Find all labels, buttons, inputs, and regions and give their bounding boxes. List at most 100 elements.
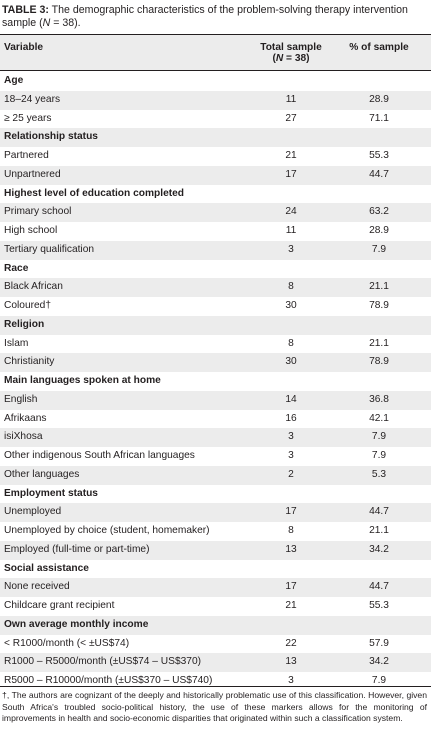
header-total-line1: Total sample [260,42,322,53]
table-row: Islam 8 21.1 [0,335,431,354]
cell-variable: Christianity [4,356,55,368]
caption-text-a: The demographic characteristics of the p… [2,4,408,29]
cell-total [248,260,334,279]
section-header-row: Main languages spoken at home [0,372,431,391]
cell-total: 3 [288,450,294,461]
cell-variable: isiXhosa [4,431,43,443]
cell-variable: Race [4,262,29,274]
cell-percent: 44.7 [369,506,389,518]
cell-total [248,560,334,579]
table-row: isiXhosa 3 7.9 [0,428,431,447]
section-header-row: Race [0,260,431,279]
cell-variable: Social assistance [4,562,89,574]
cell-percent: 7.9 [371,431,387,443]
cell-variable: Childcare grant recipient [4,600,115,611]
header-total-line2a: ( [272,53,276,64]
cell-variable: Unpartnered [4,168,61,180]
cell-total: 17 [285,168,297,180]
table-footnote: †, The authors are cognizant of the deep… [2,690,427,724]
cell-variable: Main languages spoken at home [4,375,161,386]
header-rule [0,70,431,71]
table-row: R5000 – R10000/month (±US$370 – US$740) 3… [0,672,431,691]
table-row: High school 11 28.9 [0,222,431,241]
cell-variable: None received [4,581,70,593]
cell-percent: 42.1 [369,412,389,424]
cell-percent: 71.1 [369,112,389,124]
cell-variable: Primary school [4,206,72,218]
cell-variable: Other languages [4,468,80,480]
table-caption: TABLE 3: The demographic characteristics… [2,4,427,29]
cell-variable: Tertiary qualification [4,243,95,255]
cell-percent: 44.7 [369,581,389,593]
cell-variable: Age [4,75,24,86]
cell-percent: 7.9 [371,243,387,255]
section-header-row: Age [0,72,431,91]
cell-percent: 5.3 [371,468,387,480]
cell-variable: Unemployed [4,506,62,518]
table-label: TABLE 3: [2,4,49,16]
cell-percent: 63.2 [369,206,389,218]
table-row: < R1000/month (< ±US$74) 22 57.9 [0,635,431,654]
cell-total: 24 [285,206,297,218]
cell-percent: 21.1 [369,337,389,349]
cell-percent: 78.9 [369,356,389,368]
table-row: Black African 8 21.1 [0,278,431,297]
table-row: Primary school 24 63.2 [0,203,431,222]
cell-variable: Employment status [4,487,98,499]
cell-variable: Other indigenous South African languages [4,450,195,461]
header-percent-sample: % of sample [349,42,409,53]
cell-percent: 7.9 [371,675,387,686]
section-header-row: Social assistance [0,560,431,579]
cell-percent [336,316,422,335]
cell-variable: 18–24 years [4,93,61,105]
cell-total [248,72,334,91]
cell-percent [336,372,422,391]
top-rule [0,34,431,35]
cell-total [248,316,334,335]
header-total-n: N [275,53,284,64]
cell-total: 13 [285,543,297,555]
cell-percent [336,616,422,635]
cell-total: 11 [285,93,297,105]
cell-total [248,128,334,147]
cell-total [248,372,334,391]
cell-total: 11 [285,225,297,236]
cell-total: 3 [288,675,294,686]
cell-variable: R5000 – R10000/month (±US$370 – US$740) [4,675,213,686]
table-row: Tertiary qualification 3 7.9 [0,240,431,260]
cell-percent: 28.9 [369,225,389,236]
section-header-row: Highest level of education completed [0,185,431,204]
cell-variable: Partnered [4,150,49,161]
cell-percent [336,128,422,147]
cell-percent: 21.1 [369,281,389,293]
cell-percent: 57.9 [369,637,389,649]
table-row: Unpartnered 17 44.7 [0,165,431,185]
section-header-row: Religion [0,315,431,335]
cell-percent [336,185,422,204]
cell-total: 8 [288,281,294,293]
table-row: Other languages 2 5.3 [0,465,431,485]
table-row: 18–24 years 11 28.9 [0,90,431,110]
cell-total: 17 [285,581,297,593]
cell-total: 14 [285,393,297,405]
cell-percent [336,485,422,504]
cell-total: 30 [285,300,297,311]
cell-total: 22 [285,637,297,649]
cell-variable: Islam [4,337,29,349]
cell-variable: High school [4,225,58,236]
cell-total: 17 [285,506,297,518]
cell-percent: 28.9 [369,93,389,105]
cell-variable: Own average monthly income [4,618,149,630]
cell-percent [336,560,422,579]
table-row: Afrikaans 16 42.1 [0,410,431,429]
cell-percent [336,260,422,279]
caption-text-b: = 38). [50,16,81,29]
cell-total [248,616,334,635]
cell-variable: Coloured† [4,300,52,311]
cell-percent: 34.2 [369,656,389,668]
cell-variable: Black African [4,281,63,293]
cell-variable: Relationship status [4,131,98,143]
bottom-rule [0,686,431,687]
cell-total: 30 [285,356,297,368]
